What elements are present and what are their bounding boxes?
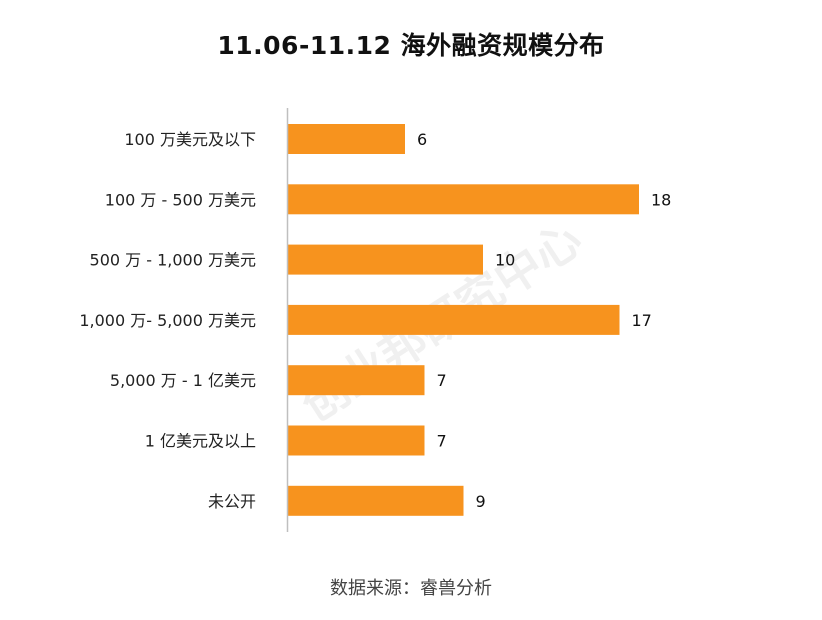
value-label: 17 — [632, 311, 652, 330]
value-label: 18 — [651, 190, 671, 209]
bar — [288, 184, 639, 215]
chart-title: 11.06-11.12 海外融资规模分布 — [217, 31, 605, 60]
value-label: 7 — [437, 371, 447, 390]
category-label: 1,000 万- 5,000 万美元 — [79, 311, 256, 330]
bar — [288, 304, 620, 335]
bar — [288, 485, 464, 516]
category-label: 500 万 - 1,000 万美元 — [90, 251, 256, 270]
source-note: 数据来源：睿兽分析 — [330, 578, 492, 599]
category-label: 100 万美元及以下 — [124, 130, 256, 149]
bar — [288, 124, 405, 154]
category-label: 1 亿美元及以上 — [145, 432, 256, 451]
bar — [288, 365, 425, 396]
bar — [288, 425, 425, 456]
bar — [288, 244, 483, 275]
category-label: 未公开 — [208, 492, 256, 511]
value-labels: 6 18 10 17 7 7 9 — [417, 130, 671, 511]
category-labels: 100 万美元及以下 100 万 - 500 万美元 500 万 - 1,000 万… — [79, 130, 256, 511]
value-label: 7 — [437, 432, 447, 451]
category-label: 5,000 万 - 1 亿美元 — [110, 371, 256, 390]
bars-group — [288, 124, 639, 516]
value-label: 9 — [476, 492, 486, 511]
category-label: 100 万 - 500 万美元 — [105, 190, 256, 209]
value-label: 6 — [417, 130, 427, 149]
value-label: 10 — [495, 251, 515, 270]
